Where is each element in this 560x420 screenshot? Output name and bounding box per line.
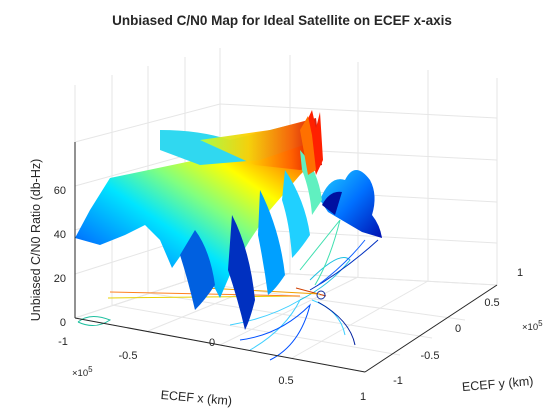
x-tick-neg05: -0.5 — [119, 350, 138, 362]
surface-plot — [75, 110, 382, 330]
y-tick-0: 0 — [455, 323, 461, 335]
chart-title: Unbiased C/N0 Map for Ideal Satellite on… — [112, 13, 452, 28]
z-tick-40: 40 — [54, 229, 66, 241]
x-exponent-power: 5 — [88, 365, 93, 374]
y-axis-label: ECEF y (km) — [461, 374, 533, 394]
x-tick-05: 0.5 — [278, 375, 293, 387]
x-axis-label: ECEF x (km) — [160, 388, 232, 408]
y-exponent-base: ×10 — [522, 322, 538, 333]
z-tick-20: 20 — [54, 273, 66, 285]
x-tick-neg1: -1 — [58, 336, 68, 348]
axes-frame — [74, 142, 498, 373]
y-tick-neg1: -1 — [393, 375, 403, 387]
x-tick-1: 1 — [360, 391, 366, 403]
y-tick-1: 1 — [517, 267, 523, 279]
z-tick-0: 0 — [60, 317, 66, 329]
x-exponent-base: ×10 — [72, 368, 88, 379]
z-tick-60: 60 — [54, 185, 66, 197]
y-exponent-power: 5 — [538, 319, 543, 328]
x-tick-0: 0 — [209, 337, 215, 349]
x-exponent: ×105 — [72, 365, 93, 379]
z-axis-label: Unbiased C/N0 Ratio (db-Hz) — [29, 159, 43, 322]
y-tick-neg05: -0.5 — [421, 350, 440, 362]
y-tick-05: 0.5 — [484, 297, 499, 309]
y-exponent: ×105 — [522, 319, 543, 333]
